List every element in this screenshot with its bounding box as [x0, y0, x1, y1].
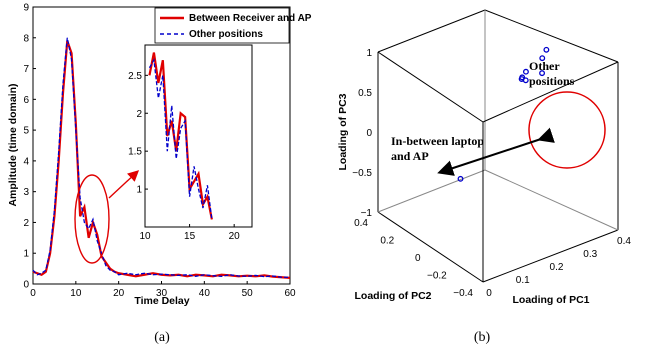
legend: Between Receiver and AP Other positions: [154, 7, 312, 44]
legend-label-other: Other positions: [189, 29, 263, 40]
ztick-label-b: 1: [366, 48, 372, 59]
ytick-label-inset: 2.5: [128, 71, 142, 82]
zoom-arrow: [108, 170, 140, 199]
ytick-label-a: 6: [23, 95, 29, 106]
ytick-label-a: 0: [23, 280, 29, 291]
inset-line-receiver-ap: [148, 52, 213, 220]
scatter-point: [457, 175, 464, 182]
legend-label-receiver-ap: Between Receiver and AP: [189, 13, 312, 24]
ytick-label-b: 0: [415, 253, 421, 264]
xtick-label-a: 40: [199, 288, 211, 299]
xlabel-b: Loading of PC1: [513, 294, 590, 306]
axis-ticks-a: 0 10 20 30 40 50 60 0 1 2 3 4 5 6 7 8 9: [23, 3, 296, 300]
caption-b: (b): [474, 330, 491, 345]
ytick-label-inset: 1.5: [128, 147, 142, 158]
annotation-other-positions: Other positions: [529, 59, 575, 88]
xtick-label-inset: 20: [229, 231, 241, 242]
ylabel-a: Amplitude (time domain): [7, 83, 19, 206]
annotation-other-line2: positions: [529, 74, 575, 88]
xtick-label-a: 0: [30, 288, 36, 299]
scatter-point: [522, 68, 529, 75]
cluster-ellipse: [528, 91, 606, 169]
xtick-label-inset: 10: [139, 231, 151, 242]
ytick-label-a: 3: [23, 187, 29, 198]
ytick-label-b: 0.4: [354, 218, 368, 229]
ztick-label-b: 0: [366, 128, 372, 139]
zlabel-b: Loading of PC3: [337, 93, 349, 170]
ytick-label-a: 8: [23, 33, 29, 44]
panel-a: Amplitude (time domain) Time Delay 0 10 20…: [7, 3, 312, 346]
inset-line-other-positions: [148, 58, 213, 220]
ytick-label-inset: 1: [136, 185, 142, 196]
scatter-point: [539, 70, 546, 77]
zoom-ellipse: [74, 174, 110, 264]
inset-ticks: 10 15 20 1 1.5 2 2.5: [128, 71, 240, 242]
xtick-label-b: 0.3: [583, 249, 597, 260]
xtick-label-a: 20: [113, 288, 125, 299]
scatter-point: [539, 55, 546, 62]
scatter-points: [457, 46, 550, 182]
ylabel-b: Loading of PC2: [355, 290, 432, 302]
xtick-label-b: 0: [486, 288, 492, 299]
ytick-label-a: 7: [23, 64, 29, 75]
ytick-label-a: 5: [23, 126, 29, 137]
caption-a: (a): [154, 330, 170, 345]
annotation-other-line1: Other: [529, 59, 560, 73]
box-3d: [377, 9, 619, 283]
ztick-label-b: −0.5: [352, 168, 372, 179]
xlabel-a: Time Delay: [134, 295, 189, 307]
xtick-label-a: 10: [70, 288, 82, 299]
xtick-label-a: 60: [284, 288, 296, 299]
xtick-label-b: 0.4: [617, 236, 631, 247]
legend-box: [154, 7, 290, 44]
xtick-label-b: 0.2: [550, 262, 564, 273]
xtick-label-a: 30: [156, 288, 168, 299]
ytick-label-a: 4: [23, 156, 29, 167]
annotation-arrow: [437, 127, 555, 176]
axis-ticks-b: 00.10.20.30.4−0.4−0.200.20.4−1−0.500.51: [352, 48, 631, 299]
ztick-label-b: −1: [361, 208, 373, 219]
annotation-in-between-line2: and AP: [391, 149, 429, 163]
ytick-label-inset: 2: [136, 109, 142, 120]
panel-b: 00.10.20.30.4−0.4−0.200.20.4−1−0.500.51 …: [337, 9, 631, 345]
series-line-other-positions: [32, 37, 290, 278]
ztick-label-b: 0.5: [358, 88, 372, 99]
ytick-label-b: −0.4: [453, 288, 473, 299]
xtick-label-inset: 15: [184, 231, 196, 242]
ytick-label-b: −0.2: [427, 271, 447, 282]
scatter-point: [522, 77, 529, 84]
annotation-in-between: In-between laptop and AP: [391, 134, 487, 163]
ytick-label-a: 1: [23, 249, 29, 260]
ytick-label-a: 9: [23, 3, 29, 14]
inset-series: [148, 52, 213, 220]
series-a: [32, 37, 291, 279]
ytick-label-a: 2: [23, 218, 29, 229]
ytick-label-b: 0.2: [380, 236, 394, 247]
annotation-in-between-line1: In-between laptop: [391, 134, 484, 148]
scatter-point: [543, 46, 550, 53]
xtick-label-b: 0.1: [516, 275, 530, 286]
xtick-label-a: 50: [242, 288, 254, 299]
